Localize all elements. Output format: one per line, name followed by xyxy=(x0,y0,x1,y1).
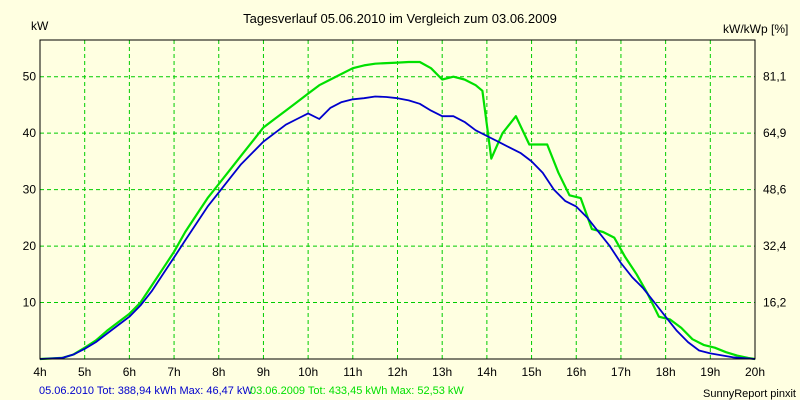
y-right-tick-label: 64,9 xyxy=(763,126,787,140)
tick-labels: 4h 5h 6h 7h 8h 9h 10h 11h 12h 13h 14h 15h 16h 17h 18h 1… xyxy=(23,70,787,379)
series-line-03-06-2009 xyxy=(39,60,756,361)
x-tick-label: 18h xyxy=(656,365,676,379)
legend-entry-2010: 05.06.2010 Tot: 388,94 kWh Max: 46,47 kW xyxy=(39,385,253,397)
y-left-tick-label: 40 xyxy=(23,126,37,140)
y-right-tick-label: 16,2 xyxy=(763,296,787,310)
x-tick-label: 16h xyxy=(566,365,586,379)
credit-text: SunnyReport pinxit xyxy=(703,388,796,400)
x-tick-label: 10h xyxy=(298,365,318,379)
x-tick-label: 13h xyxy=(432,365,452,379)
y-axis-left-label: kW xyxy=(31,19,49,33)
y-right-tick-label: 32,4 xyxy=(763,239,787,253)
y-left-tick-label: 30 xyxy=(23,183,37,197)
x-tick-label: 4h xyxy=(33,365,46,379)
y-left-tick-label: 10 xyxy=(23,296,37,310)
series-line-05-06-2010 xyxy=(39,95,756,360)
plot-frame xyxy=(39,39,756,360)
y-right-tick-label: 48,6 xyxy=(763,183,787,197)
y-left-tick-label: 50 xyxy=(23,70,37,84)
x-tick-label: 11h xyxy=(343,365,362,379)
y-right-tick-label: 81,1 xyxy=(763,70,787,84)
x-tick-label: 6h xyxy=(123,365,136,379)
x-tick-label: 12h xyxy=(387,365,407,379)
y-left-tick-label: 20 xyxy=(23,239,37,253)
x-tick-label: 14h xyxy=(477,365,497,379)
x-tick-label: 7h xyxy=(167,365,180,379)
x-tick-label: 20h xyxy=(745,365,765,379)
x-tick-label: 19h xyxy=(700,365,720,379)
gridlines xyxy=(40,40,755,359)
series-lines xyxy=(39,60,756,361)
x-tick-label: 17h xyxy=(611,365,631,379)
x-tick-label: 9h xyxy=(257,365,270,379)
x-tick-label: 15h xyxy=(522,365,542,379)
legend-entry-2009: 03.06.2009 Tot: 433,45 kWh Max: 52,53 kW xyxy=(250,385,464,397)
y-axis-right-label: kW/kWp [%] xyxy=(723,22,788,36)
x-tick-label: 8h xyxy=(212,365,225,379)
x-tick-label: 5h xyxy=(78,365,91,379)
chart-title: Tagesverlauf 05.06.2010 im Vergleich zum… xyxy=(243,11,557,26)
